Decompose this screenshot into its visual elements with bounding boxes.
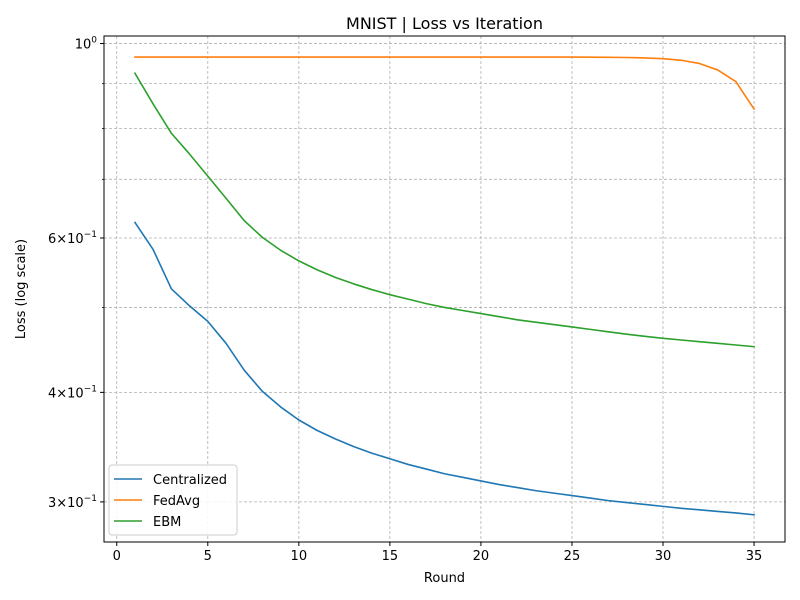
series-line-fedavg xyxy=(134,56,756,111)
y-tick-label: 100 xyxy=(75,36,98,53)
series-fedavg xyxy=(134,56,756,111)
series-centralized xyxy=(133,221,755,516)
chart-title: MNIST | Loss vs Iteration xyxy=(346,14,543,33)
legend: Centralized FedAvg EBM xyxy=(108,464,238,536)
x-tick-label: 15 xyxy=(382,549,399,564)
x-tick-label: 0 xyxy=(113,549,121,564)
y-axis-title: Loss (log scale) xyxy=(14,239,29,339)
legend-label: EBM xyxy=(153,515,181,530)
axes-frame xyxy=(103,35,786,543)
x-tick-label: 5 xyxy=(204,549,212,564)
x-tick-label: 35 xyxy=(746,549,763,564)
x-axis-title: Round xyxy=(424,571,465,586)
legend-label: Centralized xyxy=(153,473,227,488)
series-line-centralized xyxy=(133,221,755,516)
series-line-ebm xyxy=(133,72,755,348)
y-tick-label: 3×10−1 xyxy=(48,494,97,511)
series-lines xyxy=(133,56,756,516)
x-tick-label: 25 xyxy=(564,549,581,564)
x-tick-label: 10 xyxy=(291,549,308,564)
y-tick-label: 4×10−1 xyxy=(48,384,97,401)
y-tick-label: 6×10−1 xyxy=(48,230,97,247)
legend-item-ebm: EBM xyxy=(114,515,181,530)
series-ebm xyxy=(133,72,755,348)
legend-item-fedavg: FedAvg xyxy=(114,494,200,509)
x-tick-label: 30 xyxy=(655,549,672,564)
grid xyxy=(104,36,785,542)
legend-frame xyxy=(108,464,238,536)
legend-label: FedAvg xyxy=(153,494,200,509)
legend-item-centralized: Centralized xyxy=(114,473,227,488)
ticks: 0 5 10 15 20 25 30 35 100 6×10−1 4×10−1 3×10−1 xyxy=(48,36,762,564)
x-tick-label: 20 xyxy=(473,549,490,564)
